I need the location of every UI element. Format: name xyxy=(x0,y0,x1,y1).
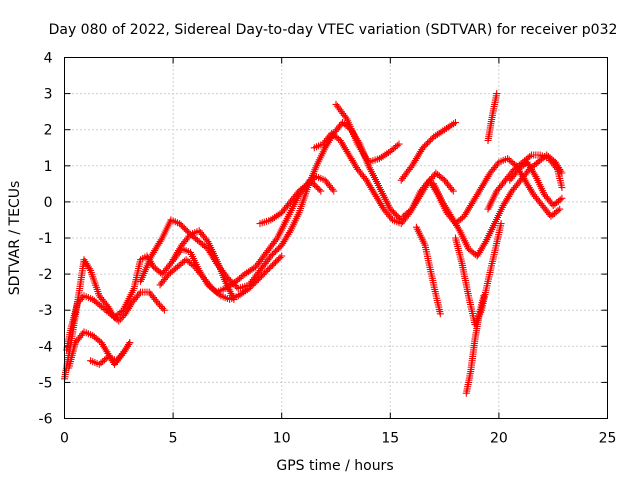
series-markers-track-19 xyxy=(506,158,566,209)
series-line-track-1 xyxy=(63,179,322,380)
y-tick-label: -3 xyxy=(39,303,53,319)
x-tick-label: 0 xyxy=(60,431,69,447)
series-markers-track-8 xyxy=(256,173,338,228)
x-tick-label: 10 xyxy=(273,431,291,447)
x-tick-label: 5 xyxy=(169,431,178,447)
series-markers-track-13 xyxy=(412,223,444,318)
x-tick-label: 20 xyxy=(490,431,508,447)
series-markers-track-4 xyxy=(87,339,134,368)
x-tick-label: 25 xyxy=(599,431,617,447)
series-markers-track-2 xyxy=(63,288,168,354)
y-tick-label: -1 xyxy=(39,231,53,247)
series-markers-track-7 xyxy=(169,227,238,303)
y-tick-label: -6 xyxy=(39,412,53,428)
y-tick-label: -2 xyxy=(39,267,53,283)
series-markers-track-10 xyxy=(332,100,403,166)
series-markers-track-11 xyxy=(397,119,459,184)
series-markers-track-17 xyxy=(484,90,501,144)
tick-labels: 0 5 10 15 20 25 -6 -5 -4 -3 -2 -1 0 1 2 3 4 xyxy=(39,51,617,447)
chart-title: Day 080 of 2022, Sidereal Day-to-day VTE… xyxy=(49,22,618,38)
series-markers-track-18 xyxy=(484,151,566,213)
grid xyxy=(64,57,608,419)
x-axis-label: GPS time / hours xyxy=(276,458,393,474)
x-tick-label: 15 xyxy=(381,431,399,447)
y-axis-label: SDTVAR / TECUs xyxy=(7,181,23,296)
y-tick-label: 1 xyxy=(44,159,53,175)
y-tick-label: 3 xyxy=(44,87,53,103)
marker-group xyxy=(61,90,566,397)
series-markers-track-16 xyxy=(462,292,488,397)
series-markers-track-9 xyxy=(310,129,457,228)
axis-ticks xyxy=(64,57,608,419)
plot-frame xyxy=(64,57,608,419)
y-tick-label: 0 xyxy=(44,195,53,211)
y-tick-label: -4 xyxy=(39,339,53,355)
y-tick-label: 4 xyxy=(44,51,53,67)
y-tick-label: -5 xyxy=(39,375,53,391)
y-tick-label: 2 xyxy=(44,123,53,139)
series-markers-track-6 xyxy=(156,252,286,303)
